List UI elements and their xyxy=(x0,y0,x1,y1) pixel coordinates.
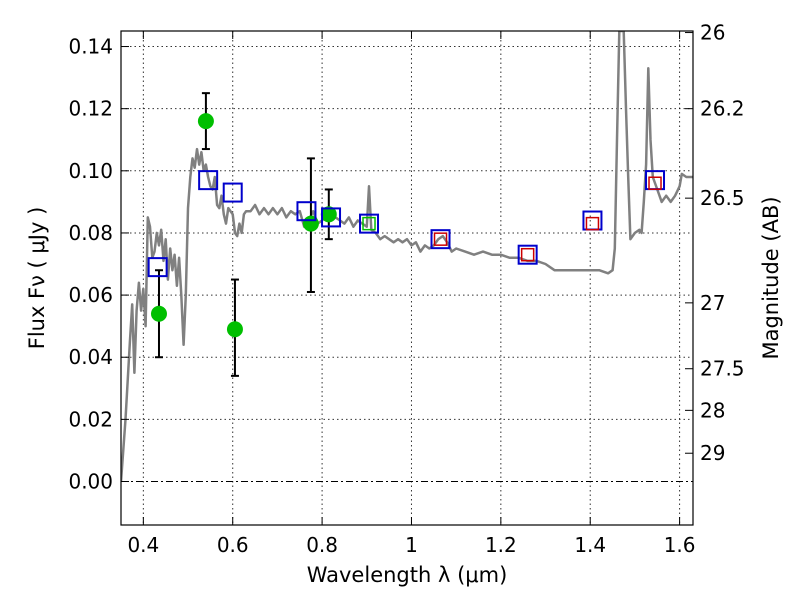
y2-tick-label: 29 xyxy=(700,441,725,465)
y-tick-label: 0.02 xyxy=(68,407,113,431)
model-band-square xyxy=(517,244,538,265)
y2-tick-label: 26.2 xyxy=(700,97,745,121)
x-tick-label: 0.6 xyxy=(217,533,249,557)
ticks: 0.4 0.6 0.8 1 1.2 1.4 1.6 0.00 0.02 0.04 0.06 0.08 0… xyxy=(68,21,744,557)
x-tick-label: 1 xyxy=(405,533,418,557)
model-band-square xyxy=(296,201,317,222)
model-band-square xyxy=(430,229,451,250)
model-band-square xyxy=(222,182,243,203)
y2-tick-label: 26.5 xyxy=(700,186,745,210)
observed-flux-point xyxy=(150,305,167,322)
model-band-square-small xyxy=(433,232,448,246)
series-layer xyxy=(121,31,693,482)
observed-flux-point xyxy=(320,206,337,223)
x-tick-label: 1.4 xyxy=(574,533,606,557)
y-tick-label: 0.08 xyxy=(68,221,113,245)
x-axis-label: Wavelength λ (μm) xyxy=(307,563,508,587)
plot-background xyxy=(121,31,693,525)
x-tick-label: 1.2 xyxy=(485,533,517,557)
y-tick-label: 0.04 xyxy=(68,345,113,369)
y2-axis-label: Magnitude (AB) xyxy=(759,196,783,359)
observed-flux-point xyxy=(226,321,243,338)
x-tick-label: 0.8 xyxy=(306,533,338,557)
model-band-square xyxy=(198,170,219,191)
y2-tick-label: 27 xyxy=(700,291,725,315)
model-band-square-small xyxy=(362,216,376,231)
model-band-square xyxy=(321,207,342,228)
x-tick-label: 1.6 xyxy=(664,533,696,557)
y2-tick-label: 26 xyxy=(700,21,725,45)
model-band-square-small xyxy=(648,176,662,190)
model-band-square-small xyxy=(585,216,600,231)
y-tick-label: 0.00 xyxy=(68,470,113,494)
y-axis-label: Flux Fν ( μJy ) xyxy=(25,207,49,350)
plot-frame xyxy=(120,30,694,526)
y-tick-label: 0.12 xyxy=(68,97,113,121)
y-tick-label: 0.06 xyxy=(68,283,113,307)
observed-flux-point xyxy=(302,215,319,232)
y2-tick-label: 27.5 xyxy=(700,357,745,381)
y2-tick-label: 28 xyxy=(700,398,725,422)
observed-flux-point xyxy=(197,113,214,130)
x-tick-label: 0.4 xyxy=(127,533,159,557)
model-band-square xyxy=(147,257,168,278)
y-tick-label: 0.14 xyxy=(68,35,113,59)
y-tick-label: 0.10 xyxy=(68,159,113,183)
model-band-square xyxy=(359,213,380,234)
model-band-square-small xyxy=(520,247,535,262)
